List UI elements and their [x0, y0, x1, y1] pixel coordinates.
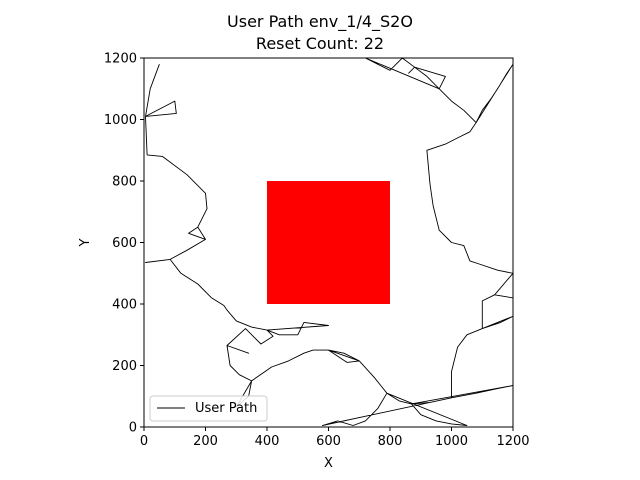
legend-box — [149, 395, 268, 422]
series-line-user-path — [145, 58, 513, 426]
legend-label-user-path: User Path — [195, 401, 257, 416]
y-tick-label: 800 — [112, 175, 137, 190]
x-axis-ticks: 0 200 400 600 800 1000 1200 — [140, 427, 530, 449]
y-axis-ticks: 0 200 400 600 800 1000 1200 — [104, 52, 144, 436]
y-tick-label: 0 — [129, 421, 137, 436]
x-axis-label: X — [324, 456, 333, 471]
y-tick-label: 200 — [112, 359, 137, 374]
x-tick-label: 600 — [316, 434, 341, 449]
x-tick-label: 1000 — [435, 434, 468, 449]
chart-title: User Path env_1/4_S2O — [227, 12, 413, 32]
y-tick-label: 600 — [112, 236, 137, 251]
chart-subtitle: Reset Count: 22 — [256, 34, 384, 53]
y-tick-label: 1000 — [104, 113, 137, 128]
obstacle-region — [267, 181, 390, 304]
x-tick-label: 0 — [140, 434, 148, 449]
x-tick-label: 200 — [193, 434, 218, 449]
y-axis-label: Y — [78, 238, 93, 247]
x-tick-label: 800 — [378, 434, 403, 449]
y-tick-label: 1200 — [104, 52, 137, 67]
y-tick-label: 400 — [112, 298, 137, 313]
x-tick-label: 400 — [255, 434, 280, 449]
series-layer — [145, 58, 513, 426]
x-tick-label: 1200 — [496, 434, 529, 449]
legend: User Path — [149, 395, 268, 422]
